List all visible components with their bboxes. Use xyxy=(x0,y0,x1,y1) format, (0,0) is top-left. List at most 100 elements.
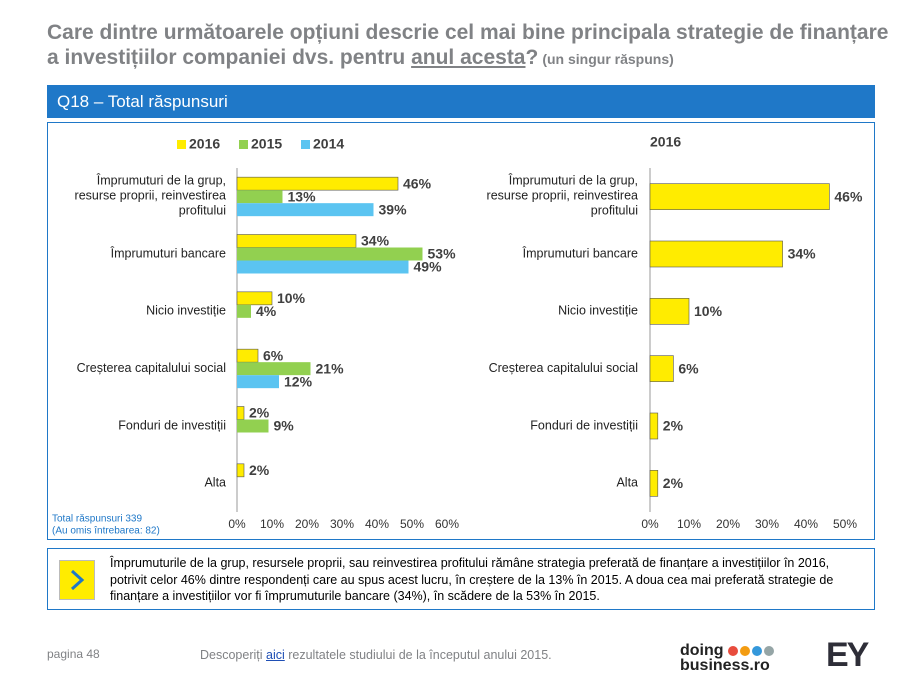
footer-text: rezultatele studiului de la începutul an… xyxy=(284,648,552,662)
bar xyxy=(649,240,783,268)
category-label: Împrumuturi de la grup, resurse proprii, … xyxy=(487,173,638,218)
legend-swatch xyxy=(301,140,310,149)
x-tick-label: 50% xyxy=(400,517,424,531)
x-tick-label: 50% xyxy=(833,517,857,531)
category-label: Împrumuturi bancare xyxy=(110,245,226,260)
value-label: 2% xyxy=(663,475,684,491)
category-label: Împrumuturi de la grup, resurse proprii, … xyxy=(75,173,226,218)
value-label: 2% xyxy=(249,405,270,421)
bar xyxy=(237,190,283,204)
legend-label: 2014 xyxy=(313,136,344,152)
arrow xyxy=(70,569,85,591)
value-label: 39% xyxy=(379,201,408,217)
title-note: (un singur răspuns) xyxy=(542,51,674,67)
bar xyxy=(237,247,423,261)
footer-link[interactable]: aici xyxy=(266,648,285,662)
bar xyxy=(236,463,245,478)
bar xyxy=(237,419,269,433)
brand: EY xyxy=(826,636,869,674)
x-tick-label: 30% xyxy=(755,517,779,531)
bar xyxy=(237,260,409,274)
value-label: 13% xyxy=(288,188,317,204)
value-label: 9% xyxy=(274,418,295,434)
category-label: Creșterea capitalului social xyxy=(489,361,638,375)
category-label: Împrumuturi bancare xyxy=(522,245,638,260)
title-mark: ? xyxy=(525,46,539,69)
note: Total răspunsuri 339 xyxy=(52,514,142,525)
dot xyxy=(728,646,738,656)
footer: Descoperiți aici rezultatele studiului d… xyxy=(200,648,552,662)
x-tick-label: 40% xyxy=(365,517,389,531)
slide-title: Care dintre următoarele opțiuni descrie … xyxy=(47,20,897,72)
title-text: Care dintre următoarele opțiuni descrie … xyxy=(47,21,889,69)
chart-title: 2016 xyxy=(650,134,681,150)
category-label: Fonduri de investiții xyxy=(530,418,638,432)
category-label: Creșterea capitalului social xyxy=(77,361,226,375)
bar xyxy=(237,362,311,376)
value-label: 46% xyxy=(403,175,432,191)
value-label: 46% xyxy=(834,188,863,204)
bar xyxy=(649,183,830,210)
bar xyxy=(237,304,251,318)
page-number: pagina 48 xyxy=(47,647,100,661)
value-label: 21% xyxy=(316,360,345,376)
legend-swatch xyxy=(239,140,248,149)
dot xyxy=(740,646,750,656)
logo-line: doing xyxy=(680,642,724,659)
bar xyxy=(649,412,659,440)
play-icon xyxy=(59,560,95,600)
value-label: 10% xyxy=(694,303,723,319)
value-label: 34% xyxy=(788,246,817,262)
value-label: 2% xyxy=(249,462,270,478)
bar xyxy=(236,234,357,248)
play-arrow xyxy=(70,569,85,591)
note: (Au omis întrebarea: 82) xyxy=(52,526,160,537)
title-emphasis: anul acesta xyxy=(411,46,526,69)
value-label: 4% xyxy=(256,303,277,319)
bar xyxy=(237,375,279,389)
x-tick-label: 0% xyxy=(641,517,659,531)
dot xyxy=(764,646,774,656)
category-label: Alta xyxy=(204,476,226,490)
x-tick-label: 60% xyxy=(435,517,459,531)
value-label: 6% xyxy=(678,360,699,376)
category-label: Fonduri de investiții xyxy=(118,418,226,432)
value-label: 12% xyxy=(284,373,313,389)
footer-text: Descoperiți xyxy=(200,648,266,662)
logo-line: business.ro xyxy=(680,657,770,674)
bar xyxy=(236,406,245,420)
x-tick-label: 20% xyxy=(716,517,740,531)
legend-label: 2015 xyxy=(251,136,282,152)
bar xyxy=(649,298,690,325)
dot xyxy=(752,646,762,656)
value-label: 10% xyxy=(277,290,306,306)
value-label: 53% xyxy=(428,246,457,262)
x-tick-label: 20% xyxy=(295,517,319,531)
legend-label: 2016 xyxy=(189,136,220,152)
value-label: 49% xyxy=(414,259,443,275)
x-tick-label: 30% xyxy=(330,517,354,531)
commentary-box: Împrumuturile de la grup, resursele prop… xyxy=(47,548,875,610)
category-label: Nicio investiție xyxy=(146,304,226,318)
bar xyxy=(236,348,259,363)
bar xyxy=(649,355,674,382)
logo-dots xyxy=(728,646,774,656)
section-header: Q18 – Total răspunsuri xyxy=(47,85,875,118)
bar xyxy=(649,470,659,497)
value-label: 6% xyxy=(263,347,284,363)
value-label: 34% xyxy=(361,233,390,249)
x-tick-label: 40% xyxy=(794,517,818,531)
bar xyxy=(237,203,374,217)
legend-swatch xyxy=(177,140,186,149)
x-tick-label: 10% xyxy=(260,517,284,531)
value-label: 2% xyxy=(663,418,684,434)
chart-frame xyxy=(47,122,875,540)
bar xyxy=(236,291,273,306)
bar xyxy=(236,176,399,191)
commentary: Împrumuturile de la grup, resursele prop… xyxy=(110,556,834,603)
logo: doing business.ro xyxy=(680,642,770,674)
x-tick-label: 10% xyxy=(677,517,701,531)
category-label: Alta xyxy=(616,476,638,490)
